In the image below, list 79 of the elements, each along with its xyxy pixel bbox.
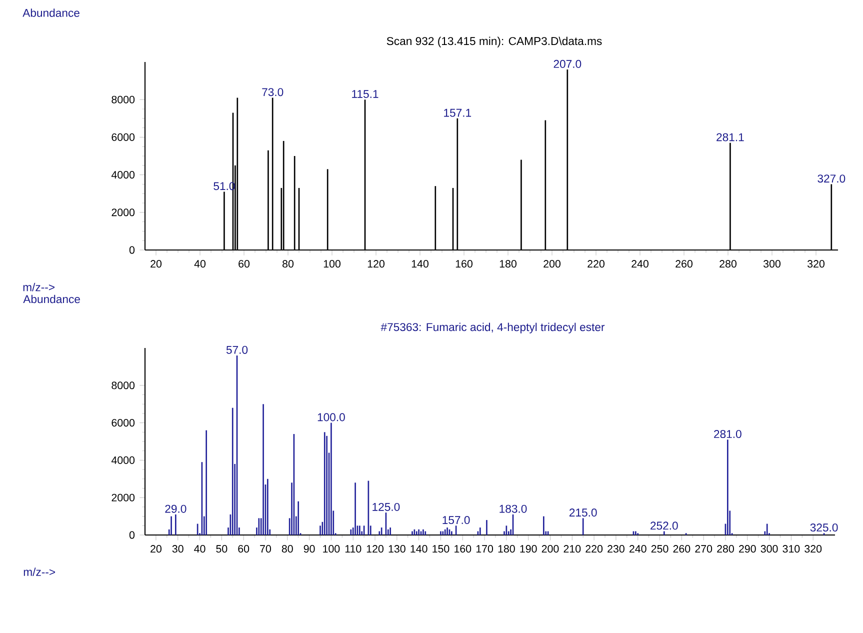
y-tick-label: 8000	[112, 382, 135, 390]
x-tick-label: 260	[673, 545, 690, 553]
x-tick-label: 140	[412, 260, 428, 268]
x-tick-label: 280	[717, 545, 734, 553]
x-tick-label: 170	[476, 545, 494, 553]
x-tick-label: 60	[238, 545, 250, 553]
y-axis-title: Abundance	[22, 8, 80, 17]
x-tick-label: 150	[432, 545, 450, 553]
y-tick-label: 0	[129, 531, 135, 539]
x-tick-label: 20	[150, 260, 162, 268]
y-tick-label: 2000	[112, 494, 135, 502]
y-tick-label: 0	[129, 246, 135, 254]
annotation: 327.0	[818, 174, 846, 183]
y-axis-title: Abundance	[23, 294, 80, 304]
x-tick-label: 210	[564, 545, 581, 553]
chart-title: #75363: Fumaric acid, 4-heptyl tridecyl ester	[380, 322, 605, 334]
annotation: 57.0	[226, 346, 248, 354]
x-tick-label: 260	[676, 260, 692, 268]
x-tick-label: 20	[150, 545, 162, 553]
chart-title: Scan 932 (13.415 min): CAMP3.D\data.ms	[386, 36, 602, 48]
x-tick-label: 100	[324, 260, 340, 268]
annotation: 215.0	[569, 508, 597, 517]
y-tick-label: 8000	[112, 96, 135, 104]
x-tick-label: 320	[804, 545, 822, 553]
x-tick-label: 160	[456, 260, 472, 268]
y-tick-label: 6000	[112, 419, 135, 427]
annotation: 325.0	[810, 524, 838, 532]
x-tick-label: 230	[608, 545, 624, 553]
x-axis-title: m/z-->	[23, 282, 54, 292]
x-tick-label: 180	[498, 545, 515, 553]
x-tick-label: 310	[782, 545, 800, 553]
x-tick-label: 240	[630, 545, 646, 553]
annotation: 281.1	[716, 133, 744, 142]
x-tick-label: 160	[454, 545, 472, 553]
x-tick-label: 80	[282, 545, 293, 553]
x-tick-label: 50	[216, 545, 228, 553]
annotation: 157.0	[442, 516, 470, 524]
annotation: 281.0	[714, 430, 742, 438]
x-tick-label: 120	[366, 545, 384, 553]
x-tick-label: 300	[760, 545, 778, 553]
x-tick-label: 270	[695, 545, 712, 553]
annotation: 73.0	[262, 88, 284, 96]
x-tick-label: 200	[544, 260, 560, 268]
annotation: 207.0	[554, 60, 582, 68]
y-tick-label: 4000	[111, 456, 135, 464]
x-tick-label: 290	[739, 545, 756, 553]
annotation: 100.0	[318, 413, 345, 422]
annotation: 29.0	[165, 504, 186, 513]
x-tick-label: 220	[588, 260, 604, 268]
x-tick-label: 280	[720, 260, 736, 268]
x-tick-label: 320	[808, 260, 824, 268]
x-tick-label: 90	[304, 545, 315, 553]
x-tick-label: 130	[388, 545, 406, 553]
x-tick-label: 220	[586, 545, 603, 553]
x-tick-label: 100	[323, 545, 340, 553]
y-tick-label: 2000	[112, 208, 135, 216]
x-tick-label: 200	[542, 545, 559, 553]
x-tick-label: 40	[194, 260, 206, 268]
x-tick-label: 180	[500, 260, 516, 268]
x-tick-label: 250	[651, 545, 668, 553]
x-tick-label: 300	[764, 260, 780, 268]
x-tick-label: 60	[238, 260, 250, 268]
x-tick-label: 110	[345, 545, 362, 553]
x-tick-label: 240	[632, 260, 648, 268]
x-tick-label: 70	[260, 545, 271, 553]
x-tick-label: 80	[282, 260, 294, 268]
x-tick-label: 140	[410, 545, 428, 553]
annotation: 157.1	[444, 108, 472, 117]
x-tick-label: 30	[172, 545, 184, 553]
x-axis-title: m/z-->	[24, 568, 56, 576]
x-tick-label: 190	[520, 545, 537, 553]
y-tick-label: 4000	[111, 171, 135, 179]
y-tick-label: 6000	[112, 133, 135, 141]
x-tick-label: 40	[194, 545, 206, 553]
annotation: 183.0	[500, 504, 527, 513]
x-tick-label: 120	[368, 260, 384, 268]
annotation: 115.1	[352, 90, 378, 98]
annotation: 252.0	[650, 522, 678, 530]
annotation: 125.0	[372, 502, 400, 511]
